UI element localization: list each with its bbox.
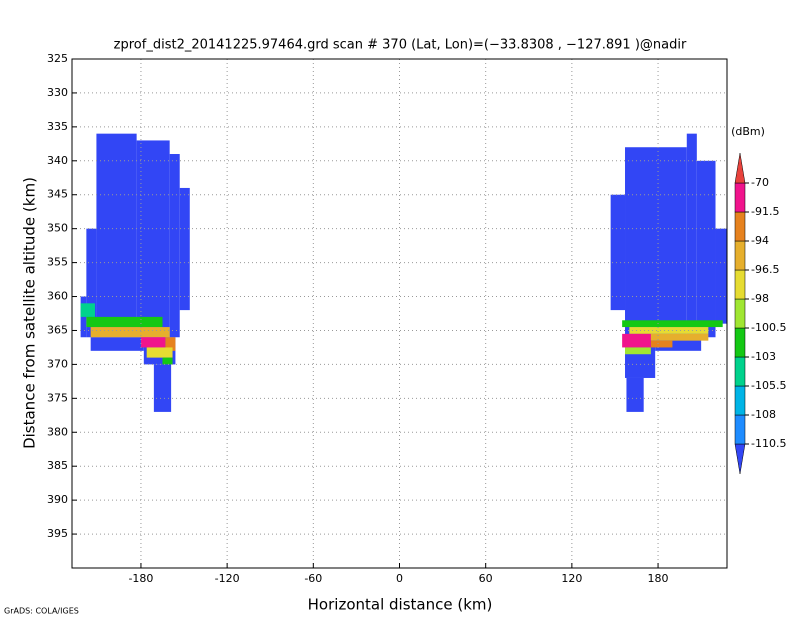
colorbar-tick-label: -108 [751,408,776,421]
cell [686,133,697,338]
y-tick-label: 360 [47,290,68,303]
x-tick-label: -120 [215,572,240,585]
colorbar-segment [734,356,746,387]
cell [86,228,97,338]
colorbar-tick-label: -96.5 [751,263,779,276]
cell [90,327,170,338]
colorbar-label: (dBm) [731,125,765,138]
colorbar-tick-label: -94 [751,234,769,247]
colorbar-tick-label: -105.5 [751,379,786,392]
cell [96,133,137,338]
y-tick-label: 330 [47,86,68,99]
x-tick-label: 120 [561,572,582,585]
plot-frame [71,58,728,569]
cell [636,333,709,341]
colorbar-tick-label: -103 [751,350,776,363]
y-tick-label: 385 [47,459,68,472]
y-tick-label: 365 [47,323,68,336]
cell [625,147,687,338]
cell [136,140,170,338]
cell [162,357,173,365]
y-tick-label: 370 [47,357,68,370]
colorbar-segment [734,327,746,358]
x-tick-label: 180 [648,572,669,585]
footer: GrADS: COLA/IGES [4,607,79,616]
colorbar-segment [734,269,746,300]
cell [86,316,163,328]
colorbar-tick-label: -91.5 [751,205,779,218]
colorbar-segment [734,298,746,329]
y-axis-label: Distance from satellite altitude (km) [21,177,39,449]
x-tick-label: -60 [304,572,322,585]
cell [626,377,644,412]
y-tick-label: 375 [47,391,68,404]
colorbar-segment [734,414,746,445]
colorbar-triangle [734,152,746,184]
colorbar-tick-label: -110.5 [751,437,786,450]
y-tick-label: 340 [47,154,68,167]
y-tick-label: 355 [47,256,68,269]
x-axis-label: Horizontal distance (km) [308,596,493,614]
y-tick-label: 335 [47,120,68,133]
cell [610,194,626,311]
cell [153,364,172,412]
colorbar-segment [734,182,746,213]
cell [90,337,144,351]
cell [165,337,176,351]
colorbar-segment [734,240,746,271]
cell [169,154,180,338]
y-tick-label: 325 [47,52,68,65]
y-tick-label: 350 [47,222,68,235]
colorbar-tick-label: -100.5 [751,321,786,334]
cell [696,160,716,338]
colorbar-tick-label: -70 [751,176,769,189]
colorbar-segment [734,385,746,416]
cell [179,187,190,311]
x-tick-label: 0 [396,572,403,585]
x-tick-label: 60 [479,572,493,585]
cell [80,303,95,317]
cell [140,337,166,348]
chart-title: zprof_dist2_20141225.97464.grd scan # 37… [114,38,687,53]
cell [622,333,651,348]
cell [625,347,651,355]
y-tick-label: 390 [47,493,68,506]
cell [146,347,173,358]
colorbar-segment [734,211,746,242]
x-tick-label: -180 [128,572,153,585]
y-tick-label: 395 [47,527,68,540]
y-tick-label: 345 [47,188,68,201]
colorbar-tick-label: -98 [751,292,769,305]
cell [650,340,673,348]
cell [622,320,723,328]
cell [715,228,727,324]
y-tick-label: 380 [47,425,68,438]
colorbar-triangle [734,443,746,475]
